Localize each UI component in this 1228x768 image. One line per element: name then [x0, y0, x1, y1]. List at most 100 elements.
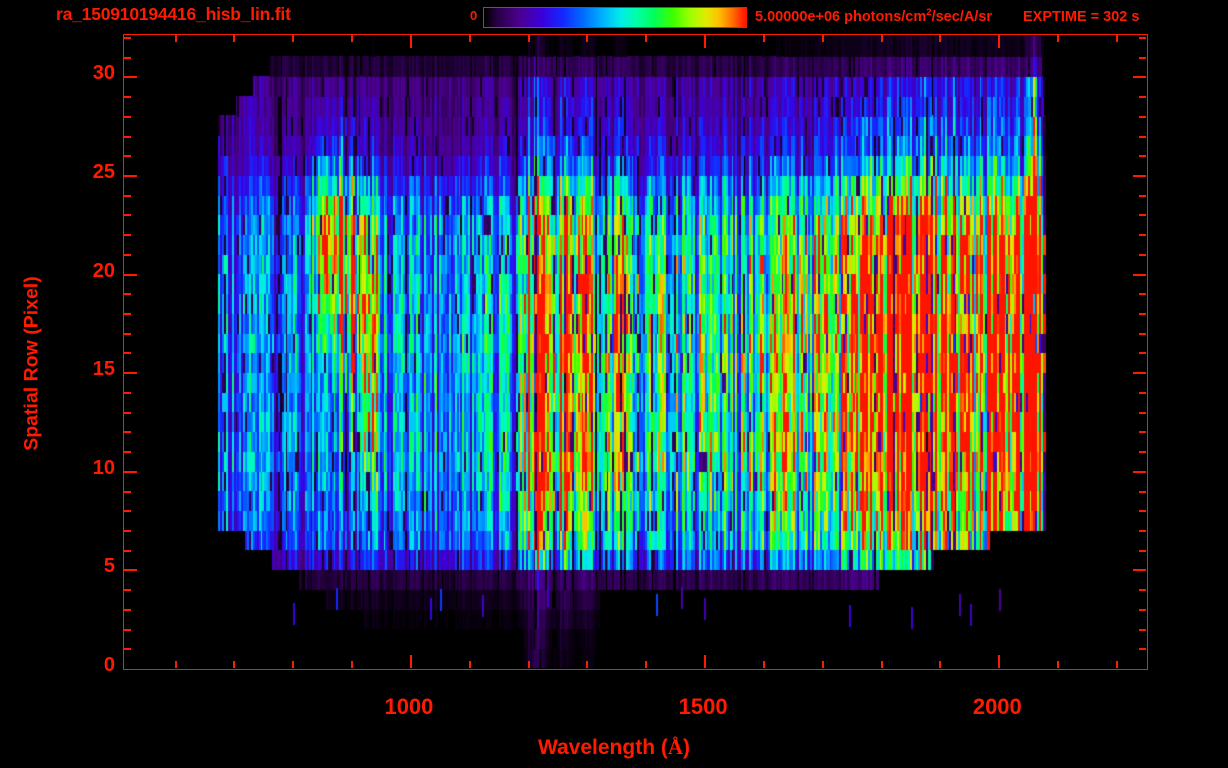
y-minor-tick: [124, 195, 131, 197]
y-minor-tick: [1139, 57, 1146, 59]
y-minor-tick: [1139, 530, 1146, 532]
x-major-tick: [704, 655, 706, 668]
y-major-tick: [124, 569, 137, 571]
y-minor-tick: [124, 530, 131, 532]
plot-frame: [123, 34, 1148, 670]
y-major-tick: [124, 471, 137, 473]
x-minor-tick: [351, 35, 353, 42]
y-minor-tick: [1139, 589, 1146, 591]
x-minor-tick: [586, 661, 588, 668]
colorbar-max-label: 5.00000e+06 photons/cm2/sec/A/sr: [755, 7, 993, 25]
y-major-tick: [1133, 175, 1146, 177]
y-minor-tick: [1139, 431, 1146, 433]
exptime-label: EXPTIME = 302 s: [1023, 9, 1140, 25]
y-minor-tick: [124, 589, 131, 591]
y-minor-tick: [124, 333, 131, 335]
y-minor-tick: [1139, 155, 1146, 157]
x-minor-tick: [586, 35, 588, 42]
x-minor-tick: [233, 661, 235, 668]
y-major-tick: [1133, 274, 1146, 276]
y-major-tick: [124, 274, 137, 276]
angstrom-symbol: Å: [667, 735, 684, 759]
y-tick-label: 15: [92, 358, 115, 381]
y-major-tick: [1133, 569, 1146, 571]
x-major-tick: [410, 35, 412, 48]
x-minor-tick: [1116, 661, 1118, 668]
y-minor-tick: [124, 510, 131, 512]
y-minor-tick: [124, 491, 131, 493]
spectral-image: [124, 35, 1146, 668]
y-minor-tick: [124, 352, 131, 354]
y-minor-tick: [1139, 491, 1146, 493]
y-minor-tick: [1139, 136, 1146, 138]
y-minor-tick: [1139, 609, 1146, 611]
y-minor-tick: [1139, 116, 1146, 118]
x-minor-tick: [233, 35, 235, 42]
y-minor-tick: [1139, 648, 1146, 650]
x-minor-tick: [292, 35, 294, 42]
x-minor-tick: [1057, 661, 1059, 668]
y-minor-tick: [124, 451, 131, 453]
y-minor-tick: [1139, 352, 1146, 354]
y-tick-label: 0: [103, 654, 115, 676]
y-minor-tick: [1139, 96, 1146, 98]
x-axis-title-text: Wavelength (: [537, 736, 668, 759]
y-minor-tick: [124, 116, 131, 118]
colorbar-max-value: 5.00000e+06 photons/cm: [755, 9, 927, 25]
y-minor-tick: [1139, 451, 1146, 453]
x-major-tick: [410, 655, 412, 668]
x-minor-tick: [645, 661, 647, 668]
y-minor-tick: [124, 155, 131, 157]
y-minor-tick: [1139, 37, 1146, 39]
x-minor-tick: [1116, 35, 1118, 42]
colorbar-max-suffix: /sec/A/sr: [931, 9, 993, 25]
x-major-tick: [998, 655, 1000, 668]
y-minor-tick: [124, 313, 131, 315]
x-tick-label: 1500: [678, 694, 728, 719]
y-major-tick: [124, 372, 137, 374]
x-axis-title-close: ): [683, 736, 691, 759]
y-major-tick: [1133, 471, 1146, 473]
y-minor-tick: [124, 550, 131, 552]
x-minor-tick: [822, 661, 824, 668]
colorbar-min-label: 0: [470, 8, 478, 23]
y-minor-tick: [124, 234, 131, 236]
y-minor-tick: [1139, 293, 1146, 295]
y-tick-label: 20: [92, 259, 115, 282]
x-minor-tick: [469, 661, 471, 668]
x-minor-tick: [881, 661, 883, 668]
y-minor-tick: [124, 392, 131, 394]
y-tick-label: 30: [92, 62, 115, 85]
y-minor-tick: [124, 136, 131, 138]
colorbar: [483, 7, 747, 28]
colorbar-max-exponent: 2: [926, 7, 932, 19]
y-minor-tick: [1139, 550, 1146, 552]
y-minor-tick: [124, 431, 131, 433]
x-major-tick: [704, 35, 706, 48]
y-minor-tick: [124, 293, 131, 295]
y-minor-tick: [1139, 392, 1146, 394]
x-minor-tick: [469, 35, 471, 42]
y-minor-tick: [1139, 195, 1146, 197]
x-minor-tick: [822, 35, 824, 42]
x-minor-tick: [292, 661, 294, 668]
y-minor-tick: [1139, 234, 1146, 236]
y-tick-label: 10: [92, 456, 115, 479]
y-minor-tick: [124, 37, 131, 39]
y-minor-tick: [124, 57, 131, 59]
y-minor-tick: [1139, 214, 1146, 216]
y-axis-tick-labels: 0 5 10 15 20 25 30: [60, 0, 115, 768]
x-minor-tick: [528, 661, 530, 668]
y-minor-tick: [124, 648, 131, 650]
y-minor-tick: [124, 254, 131, 256]
x-minor-tick: [175, 661, 177, 668]
x-minor-tick: [881, 35, 883, 42]
file-title: ra_150910194416_hisb_lin.fit: [56, 4, 291, 24]
y-minor-tick: [1139, 629, 1146, 631]
y-major-tick: [124, 175, 137, 177]
y-minor-tick: [1139, 254, 1146, 256]
y-major-tick: [1133, 372, 1146, 374]
y-tick-label: 25: [92, 161, 115, 183]
y-minor-tick: [1139, 412, 1146, 414]
y-minor-tick: [1139, 333, 1146, 335]
